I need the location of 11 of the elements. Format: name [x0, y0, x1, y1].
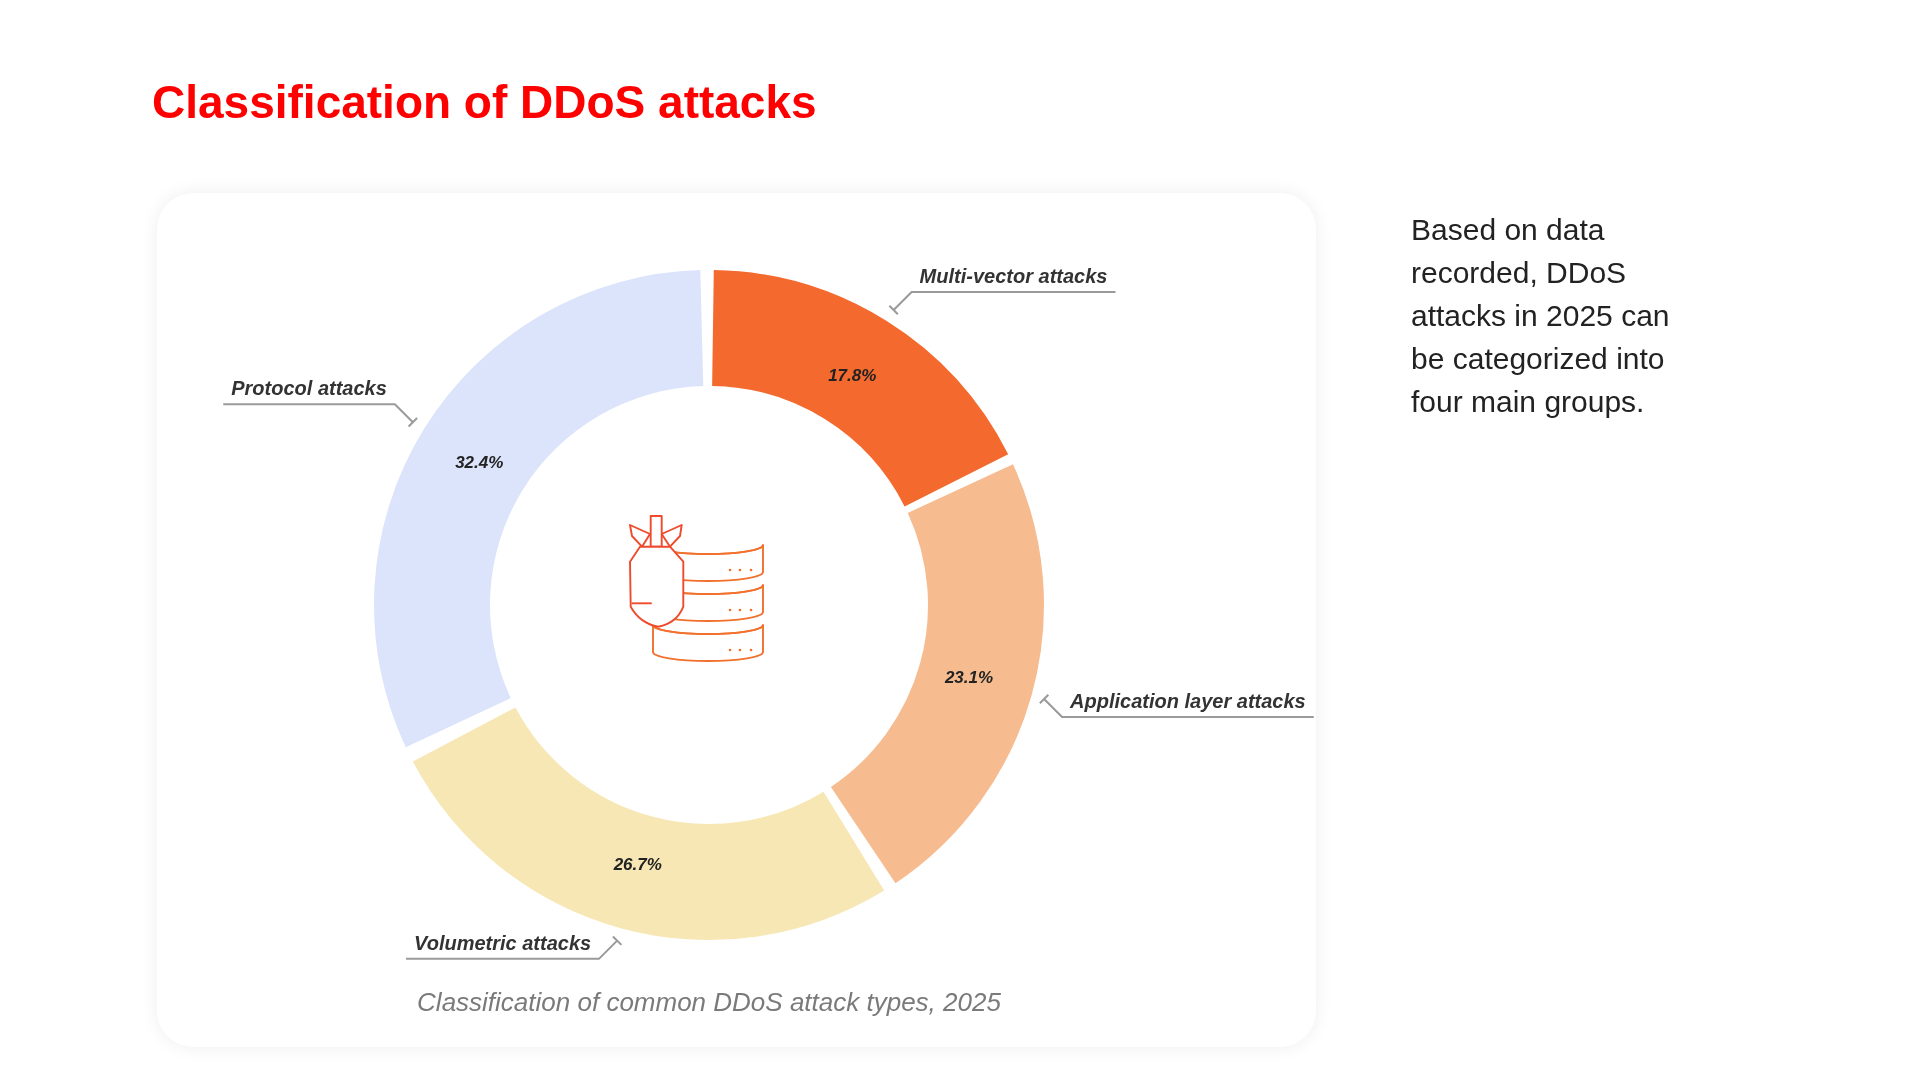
slice-label: Multi-vector attacks — [919, 265, 1108, 288]
data-label: 26.7% — [612, 855, 662, 875]
slice-label: Protocol attacks — [231, 377, 387, 400]
data-label: 17.8% — [828, 365, 877, 385]
slice-label: Application layer attacks — [1069, 689, 1306, 712]
text: Based on data recorded, DDoS attacks in 2025 can be categorized into four main groups. — [1411, 212, 1671, 420]
chart-title: Classification of DDoS attacks — [152, 75, 817, 130]
data-label: 32.4% — [455, 452, 504, 472]
text: Classification of common DDoS attack types, 2025 — [416, 986, 1002, 1019]
data-label: 23.1% — [943, 667, 994, 687]
slice-label: Volumetric attacks — [414, 931, 592, 954]
